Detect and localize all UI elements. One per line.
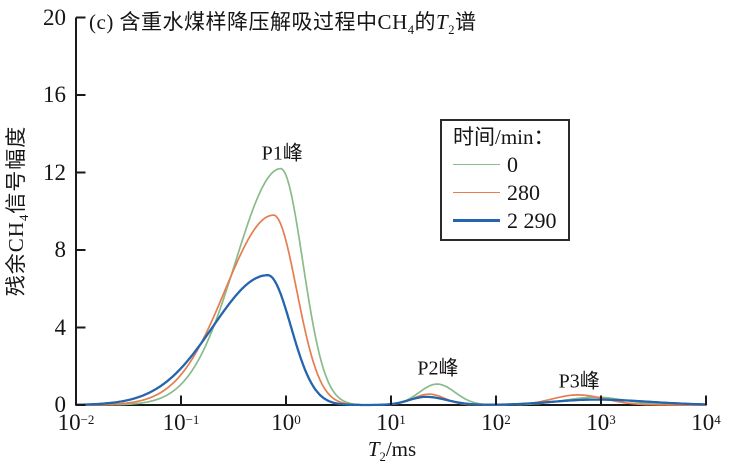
x-tick-exponent: 1 <box>399 412 406 427</box>
legend-item-label: 2 290 <box>507 207 557 233</box>
x-tick-label: 101 <box>376 408 406 435</box>
series-curve-280min <box>75 214 707 406</box>
x-tick-base: 10 <box>162 410 186 435</box>
legend-item-2290min: 2 290 <box>453 207 568 234</box>
y-tick-label: 20 <box>43 4 66 30</box>
axis-spines <box>75 17 706 406</box>
x-axis-title-t2-symbol: T <box>367 437 380 461</box>
x-tick-exponent: 3 <box>609 412 616 427</box>
x-axis-title: T2/ms <box>368 437 416 465</box>
chart-title: (c) 含重水煤样降压解吸过程中CH4的T2谱 <box>89 6 477 38</box>
y-tick-label: 12 <box>43 159 66 185</box>
x-tick-label: 10−1 <box>163 408 200 435</box>
chart-title-subscript: 2 <box>448 23 456 38</box>
chart-title-subscript: 4 <box>407 23 415 38</box>
x-tick-label: 10−2 <box>58 408 95 435</box>
x-tick-exponent: 4 <box>714 412 721 427</box>
legend-swatch-orange-line <box>453 191 500 194</box>
x-tick-exponent: −2 <box>80 412 95 427</box>
y-tick-label: 0 <box>54 392 67 417</box>
legend-swatch-blue-line <box>453 219 500 222</box>
x-tick-label: 100 <box>271 408 301 435</box>
y-tick-label: 8 <box>54 237 67 262</box>
y-tick-label: 4 <box>54 314 67 340</box>
x-tick-label: 104 <box>691 408 721 435</box>
series-curve-0min <box>75 167 707 406</box>
chart-title-t2-symbol: T <box>436 10 449 34</box>
x-tick-label: 103 <box>586 408 616 435</box>
x-tick-base: 10 <box>376 410 400 435</box>
legend-title: 时间/min： <box>453 125 555 149</box>
annotation-p2-peak: P2峰 <box>417 357 459 380</box>
chart-title-text: 谱 <box>455 10 477 34</box>
x-tick-exponent: −1 <box>185 412 200 427</box>
x-axis-title-subscript: 2 <box>379 450 386 465</box>
x-tick-exponent: 2 <box>504 412 511 427</box>
x-tick-base: 10 <box>586 410 610 435</box>
x-tick-base: 10 <box>481 410 505 435</box>
x-tick-label: 102 <box>481 408 511 435</box>
annotation-p1-peak: P1峰 <box>261 142 303 165</box>
y-tick-label: 16 <box>43 82 66 107</box>
legend-item-label: 0 <box>507 151 518 177</box>
legend-item-0min: 0 <box>453 151 568 178</box>
chart-title-text: (c) 含重水煤样降压解吸过程中CH <box>89 10 408 34</box>
legend-item-label: 280 <box>507 179 540 205</box>
legend-swatch-green-line <box>453 163 500 166</box>
legend-item-280min: 280 <box>453 179 568 206</box>
chart-title-text: 的 <box>414 10 437 34</box>
x-tick-base: 10 <box>691 410 715 435</box>
x-tick-base: 10 <box>57 410 81 435</box>
legend-box: 时间/min： 0 280 2 290 <box>440 119 570 241</box>
x-tick-base: 10 <box>271 410 295 435</box>
x-tick-exponent: 0 <box>294 412 301 427</box>
annotation-p3-peak: P3峰 <box>558 370 600 393</box>
x-axis-title-text: /ms <box>385 437 417 461</box>
